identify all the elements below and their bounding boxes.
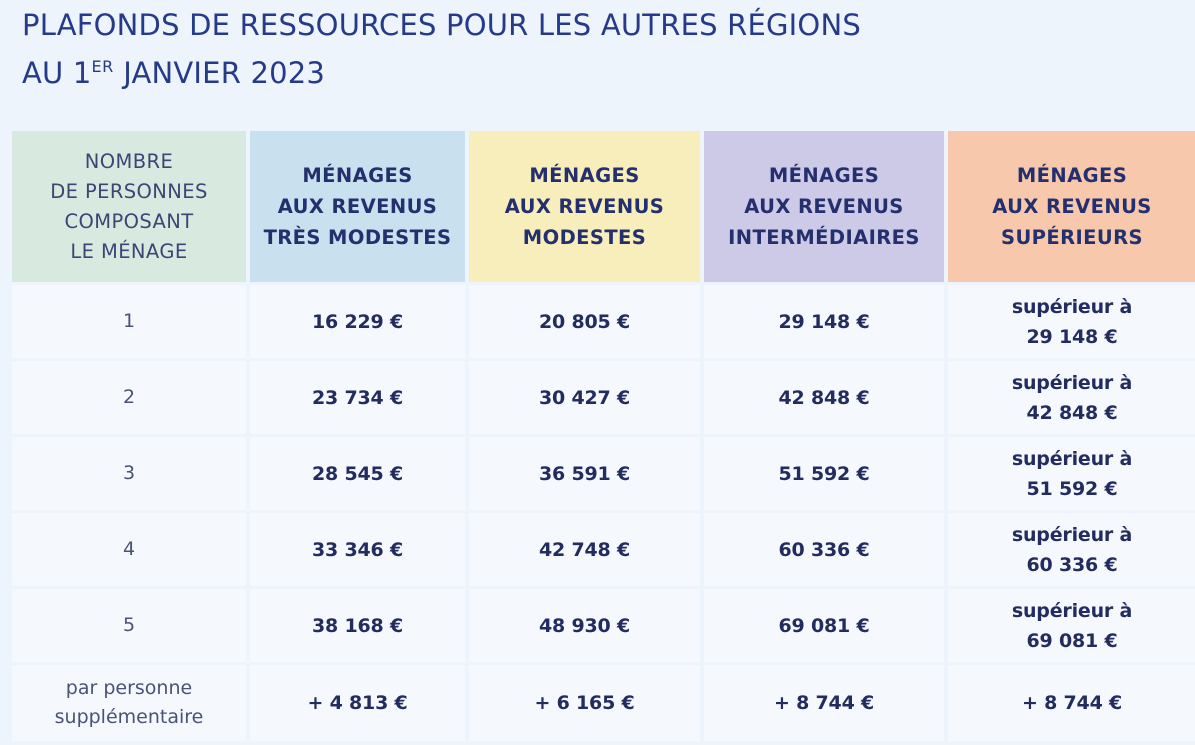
cell-prefix: supérieur à xyxy=(1011,447,1133,470)
cell-intermediate: 29 148 € xyxy=(704,285,944,358)
row-label-household-size: 4 xyxy=(12,513,246,586)
cell-value: + 8 744 € xyxy=(1021,692,1123,714)
cell-value: 23 734 € xyxy=(312,386,403,409)
header-line: MODESTES xyxy=(522,226,647,249)
header-line: AUX REVENUS xyxy=(277,195,438,218)
title-line-2-suffix: JANVIER 2023 xyxy=(113,56,326,90)
cell-superior: supérieur à 60 336 € xyxy=(948,513,1195,586)
header-intermediate: MÉNAGES AUX REVENUS INTERMÉDIAIRES xyxy=(704,131,944,282)
cell-prefix: supérieur à xyxy=(1011,371,1133,394)
income-ceiling-table: NOMBRE DE PERSONNES COMPOSANT LE MÉNAGE … xyxy=(12,131,1195,743)
header-superior: MÉNAGES AUX REVENUS SUPÉRIEURS xyxy=(948,131,1195,282)
cell-intermediate: 60 336 € xyxy=(704,513,944,586)
header-household-size: NOMBRE DE PERSONNES COMPOSANT LE MÉNAGE xyxy=(12,131,246,282)
row-label-household-size: 1 xyxy=(12,285,246,358)
header-very-modest: MÉNAGES AUX REVENUS TRÈS MODESTES xyxy=(250,131,465,282)
header-line: NOMBRE xyxy=(84,149,174,173)
cell-superior: supérieur à 42 848 € xyxy=(948,361,1195,434)
cell-value: 51 592 € xyxy=(778,462,870,485)
cell-modest: 36 591 € xyxy=(469,437,700,510)
cell-prefix: supérieur à xyxy=(1011,295,1133,318)
header-line: SUPÉRIEURS xyxy=(1001,226,1143,249)
row-label-text: 3 xyxy=(122,462,136,484)
cell-modest: 20 805 € xyxy=(469,285,700,358)
cell-value: + 8 744 € xyxy=(773,692,875,714)
header-line: AUX REVENUS xyxy=(992,195,1152,218)
cell-superior: + 8 744 € xyxy=(948,665,1195,741)
cell-value: + 4 813 € xyxy=(307,692,408,714)
cell-value: 51 592 € xyxy=(1026,477,1118,500)
cell-value: 16 229 € xyxy=(312,310,403,333)
title-line-1: PLAFONDS DE RESSOURCES POUR LES AUTRES R… xyxy=(22,8,861,42)
cell-value: 42 848 € xyxy=(1026,401,1118,424)
row-label-text: supplémentaire xyxy=(54,706,204,728)
cell-value: 42 748 € xyxy=(539,538,630,561)
cell-value: 33 346 € xyxy=(312,538,403,561)
title-line-2-prefix: AU 1 xyxy=(22,56,92,90)
header-line: DE PERSONNES xyxy=(50,179,208,203)
cell-value: 42 848 € xyxy=(778,386,870,409)
cell-very-modest: 23 734 € xyxy=(250,361,465,434)
header-line: AUX REVENUS xyxy=(744,195,904,218)
cell-value: 29 148 € xyxy=(1026,325,1118,348)
header-line: COMPOSANT xyxy=(64,209,194,233)
row-label-text: par personne xyxy=(65,677,193,699)
row-label-text: 1 xyxy=(122,310,136,332)
row-label-household-size: 5 xyxy=(12,589,246,662)
cell-very-modest: 38 168 € xyxy=(250,589,465,662)
header-line: MÉNAGES xyxy=(768,164,880,187)
row-label-text: 2 xyxy=(122,386,136,408)
cell-modest: 48 930 € xyxy=(469,589,700,662)
row-label-text: 5 xyxy=(122,614,136,636)
cell-value: 36 591 € xyxy=(539,462,630,485)
title-line-2-superscript: ER xyxy=(91,57,114,76)
header-line: MÉNAGES xyxy=(529,164,640,187)
cell-modest: 30 427 € xyxy=(469,361,700,434)
row-label-household-size: 2 xyxy=(12,361,246,434)
cell-very-modest: + 4 813 € xyxy=(250,665,465,741)
cell-prefix: supérieur à xyxy=(1011,523,1133,546)
cell-value: 30 427 € xyxy=(539,386,630,409)
cell-modest: 42 748 € xyxy=(469,513,700,586)
header-line: INTERMÉDIAIRES xyxy=(728,226,920,249)
row-label-additional-person: par personne supplémentaire xyxy=(12,665,246,741)
cell-value: 29 148 € xyxy=(778,310,870,333)
cell-very-modest: 16 229 € xyxy=(250,285,465,358)
header-line: LE MÉNAGE xyxy=(70,239,188,263)
header-line: MÉNAGES xyxy=(1016,164,1128,187)
cell-superior: supérieur à 51 592 € xyxy=(948,437,1195,510)
cell-intermediate: 42 848 € xyxy=(704,361,944,434)
cell-very-modest: 28 545 € xyxy=(250,437,465,510)
row-label-household-size: 3 xyxy=(12,437,246,510)
header-line: AUX REVENUS xyxy=(504,195,665,218)
header-line: TRÈS MODESTES xyxy=(263,226,452,249)
cell-prefix: supérieur à xyxy=(1011,599,1133,622)
cell-value: 69 081 € xyxy=(778,614,870,637)
cell-value: 60 336 € xyxy=(778,538,870,561)
cell-intermediate: 51 592 € xyxy=(704,437,944,510)
cell-modest: + 6 165 € xyxy=(469,665,700,741)
cell-superior: supérieur à 69 081 € xyxy=(948,589,1195,662)
cell-superior: supérieur à 29 148 € xyxy=(948,285,1195,358)
page-title: PLAFONDS DE RESSOURCES POUR LES AUTRES R… xyxy=(22,4,861,94)
cell-value: 28 545 € xyxy=(312,462,403,485)
cell-value: 38 168 € xyxy=(312,614,403,637)
cell-value: + 6 165 € xyxy=(534,692,635,714)
cell-intermediate: + 8 744 € xyxy=(704,665,944,741)
header-modest: MÉNAGES AUX REVENUS MODESTES xyxy=(469,131,700,282)
cell-value: 48 930 € xyxy=(539,614,630,637)
cell-value: 20 805 € xyxy=(539,310,630,333)
header-line: MÉNAGES xyxy=(302,164,413,187)
cell-value: 60 336 € xyxy=(1026,553,1118,576)
cell-very-modest: 33 346 € xyxy=(250,513,465,586)
row-label-text: 4 xyxy=(122,538,136,560)
cell-intermediate: 69 081 € xyxy=(704,589,944,662)
cell-value: 69 081 € xyxy=(1026,629,1118,652)
